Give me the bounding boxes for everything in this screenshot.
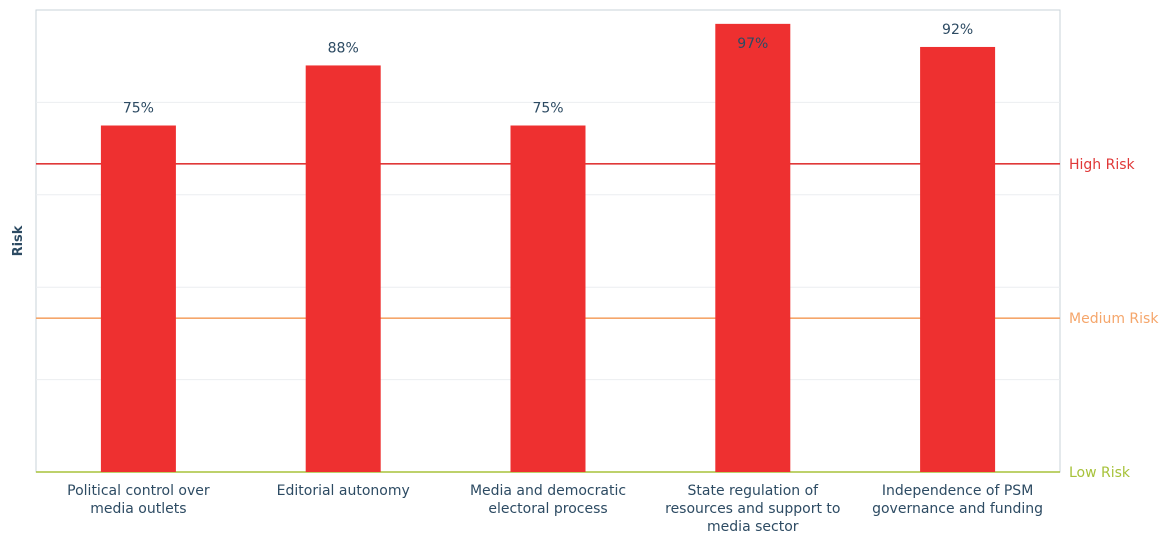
x-tick-label: Editorial autonomy [277,483,410,499]
x-tick-label-line: Political control over [67,483,210,499]
threshold-label: Medium Risk [1069,311,1159,327]
bar [920,46,996,473]
x-tick-label: Media and democratic electoral process [470,483,626,517]
y-axis-label: Risk [11,225,26,256]
x-tick-label: Independence of PSM governance and fundin… [872,483,1043,517]
bars: 75% 88% 75% 97% 92% [100,22,996,473]
bar-value-label: 97% [737,36,768,52]
x-tick-label-line: governance and funding [872,501,1043,517]
bar-value-label: 75% [123,101,154,117]
bar [510,125,586,472]
x-tick-label: State regulation of resources and support… [665,483,840,535]
x-tick-labels: Political control over media outlets Edito… [67,483,1043,535]
x-tick-label-line: electoral process [488,501,607,517]
x-tick-label-line: media outlets [90,501,186,517]
bar [715,23,791,473]
bar [100,125,176,472]
x-tick-label: Political control over media outlets [67,483,210,517]
x-tick-label-line: resources and support to [665,501,840,517]
bar-value-label: 88% [328,40,359,56]
x-tick-label-line: media sector [707,519,799,535]
x-tick-label-line: Media and democratic [470,483,626,499]
bar-value-label: 75% [532,101,563,117]
bar [305,65,381,472]
x-tick-label-line: Independence of PSM [882,483,1033,499]
threshold-label: High Risk [1069,157,1136,173]
x-tick-label-line: State regulation of [688,483,820,499]
threshold-label: Low Risk [1069,465,1131,481]
x-tick-label-line: Editorial autonomy [277,483,410,499]
bar-value-label: 92% [942,22,973,38]
